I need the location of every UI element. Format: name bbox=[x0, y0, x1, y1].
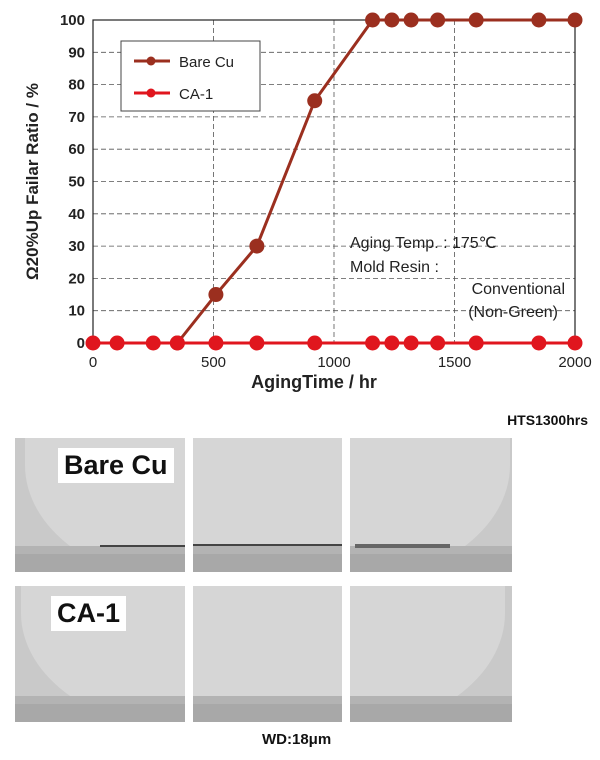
micrograph-ca1-center bbox=[193, 586, 342, 722]
x-axis-label: AgingTime / hr bbox=[251, 372, 377, 392]
y-tick-label: 50 bbox=[68, 174, 85, 191]
y-tick-label: 70 bbox=[68, 109, 85, 126]
x-tick-label: 1500 bbox=[438, 354, 471, 371]
x-tick-label: 500 bbox=[201, 354, 226, 371]
x-tick-label: 2000 bbox=[558, 354, 591, 371]
data-point-ca-1 bbox=[109, 335, 125, 351]
data-point-bare-cu bbox=[249, 238, 265, 254]
y-tick-label: 90 bbox=[68, 44, 85, 61]
data-point-ca-1 bbox=[468, 335, 484, 351]
x-tick-label: 1000 bbox=[317, 354, 350, 371]
data-point-bare-cu bbox=[384, 12, 400, 28]
x-tick-label: 0 bbox=[89, 354, 97, 371]
legend-marker bbox=[146, 56, 156, 66]
data-point-ca-1 bbox=[307, 335, 323, 351]
y-tick-label: 80 bbox=[68, 77, 85, 94]
data-point-ca-1 bbox=[430, 335, 446, 351]
condition-label: HTS1300hrs bbox=[507, 412, 588, 428]
micrograph-bare-cu-right bbox=[350, 438, 512, 572]
y-tick-label: 30 bbox=[68, 238, 85, 255]
data-point-bare-cu bbox=[307, 93, 323, 109]
data-point-bare-cu bbox=[567, 12, 583, 28]
data-point-bare-cu bbox=[403, 12, 419, 28]
y-tick-label: 0 bbox=[77, 335, 85, 352]
annotation-text: Aging Temp. : 175℃ bbox=[350, 235, 497, 252]
data-point-ca-1 bbox=[208, 335, 224, 351]
data-point-bare-cu bbox=[208, 287, 224, 303]
y-axis-label: Ω20%Up Failar Ratio / % bbox=[23, 83, 42, 280]
y-tick-label: 10 bbox=[68, 303, 85, 320]
row-label-bare-cu: Bare Cu bbox=[58, 448, 174, 483]
y-tick-label: 100 bbox=[60, 12, 85, 29]
legend-marker bbox=[146, 88, 156, 98]
y-tick-label: 60 bbox=[68, 141, 85, 158]
y-tick-label: 40 bbox=[68, 206, 85, 223]
data-point-ca-1 bbox=[85, 335, 101, 351]
data-point-bare-cu bbox=[468, 12, 484, 28]
data-point-ca-1 bbox=[145, 335, 161, 351]
annotation-text: Mold Resin : bbox=[350, 259, 439, 276]
annotation-text: Conventional bbox=[472, 281, 565, 298]
data-point-bare-cu bbox=[365, 12, 381, 28]
data-point-ca-1 bbox=[249, 335, 265, 351]
scale-label: WD:18μm bbox=[262, 731, 332, 748]
row-label-ca-1: CA-1 bbox=[51, 596, 127, 631]
data-point-ca-1 bbox=[567, 335, 583, 351]
data-point-ca-1 bbox=[169, 335, 185, 351]
legend-label: Bare Cu bbox=[179, 54, 234, 71]
annotation-text: (Non-Green) bbox=[468, 304, 558, 321]
legend bbox=[120, 40, 261, 112]
data-point-bare-cu bbox=[430, 12, 446, 28]
micrograph-bare-cu-center bbox=[193, 438, 342, 572]
data-point-ca-1 bbox=[531, 335, 547, 351]
legend-label: CA-1 bbox=[179, 86, 213, 103]
data-point-ca-1 bbox=[384, 335, 400, 351]
y-tick-label: 20 bbox=[68, 270, 85, 287]
data-point-ca-1 bbox=[403, 335, 419, 351]
data-point-bare-cu bbox=[531, 12, 547, 28]
data-point-ca-1 bbox=[365, 335, 381, 351]
micrograph-ca1-right bbox=[350, 586, 512, 722]
